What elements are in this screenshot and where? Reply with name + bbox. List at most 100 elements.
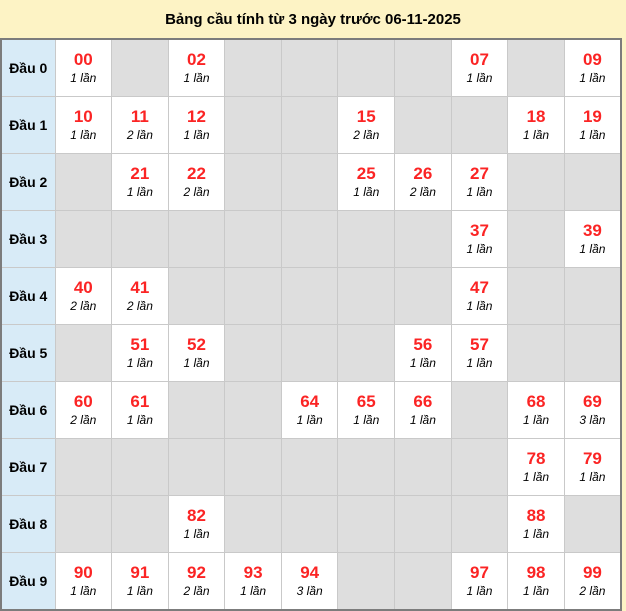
number-cell: 64 1 lần [280, 381, 339, 439]
number-count: 1 lần [466, 185, 493, 200]
number-value: 26 [413, 164, 433, 184]
number-value: 41 [130, 278, 150, 298]
number-count: 2 lần [353, 128, 380, 143]
page-title: Bảng cầu tính từ 3 ngày trước 06-11-2025 [165, 10, 461, 28]
number-count: 1 lần [466, 71, 493, 86]
number-count: 1 lần [70, 128, 97, 143]
number-count: 1 lần [183, 527, 210, 542]
number-cell: 12 1 lần [167, 96, 226, 154]
number-count: 1 lần [126, 356, 153, 371]
empty-cell [394, 267, 452, 325]
number-cell: 18 1 lần [507, 96, 565, 154]
number-value: 10 [73, 107, 93, 127]
empty-cell [224, 495, 282, 553]
number-cell: 39 1 lần [563, 210, 622, 268]
empty-cell [280, 210, 339, 268]
number-value: 94 [300, 563, 320, 583]
number-cell: 02 1 lần [167, 38, 226, 97]
number-value: 15 [356, 107, 376, 127]
number-count: 1 lần [353, 185, 380, 200]
number-cell: 98 1 lần [507, 552, 565, 611]
empty-cell [507, 210, 565, 268]
table-row: Đầu 8 82 1 lần 88 1 lần [0, 495, 622, 553]
number-count: 1 lần [523, 584, 550, 599]
number-cell: 19 1 lần [563, 96, 622, 154]
empty-cell [167, 438, 226, 496]
number-value: 12 [187, 107, 206, 127]
number-value: 25 [356, 164, 376, 184]
number-count: 2 lần [183, 185, 210, 200]
number-count: 1 lần [126, 584, 153, 599]
number-count: 1 lần [523, 470, 550, 485]
number-count: 1 lần [579, 242, 606, 257]
number-value: 51 [130, 335, 150, 355]
number-count: 2 lần [126, 299, 153, 314]
empty-cell [563, 267, 622, 325]
number-count: 1 lần [579, 71, 606, 86]
empty-cell [111, 438, 169, 496]
empty-cell [337, 267, 396, 325]
number-count: 1 lần [183, 128, 210, 143]
table-row: Đầu 2 21 1 lần 22 2 lần 25 1 lần 26 2 lần 27 1 lần [0, 153, 622, 211]
empty-cell [224, 210, 282, 268]
empty-cell [224, 381, 282, 439]
number-value: 40 [73, 278, 93, 298]
number-count: 2 lần [70, 299, 97, 314]
empty-cell [280, 38, 339, 97]
number-value: 92 [187, 563, 206, 583]
table-row: Đầu 9 90 1 lần 91 1 lần 92 2 lần 93 1 lần 94 3 lần… [0, 552, 622, 611]
number-value: 82 [187, 506, 206, 526]
number-cell: 26 2 lần [394, 153, 452, 211]
number-value: 99 [582, 563, 602, 583]
number-value: 69 [582, 392, 602, 412]
number-cell: 51 1 lần [111, 324, 169, 382]
row-header: Đầu 3 [0, 210, 56, 268]
number-value: 79 [582, 449, 602, 469]
number-count: 1 lần [183, 71, 210, 86]
number-cell: 69 3 lần [563, 381, 622, 439]
empty-cell [280, 267, 339, 325]
empty-cell [54, 324, 113, 382]
number-value: 37 [469, 221, 489, 241]
number-value: 02 [187, 50, 206, 70]
number-cell: 10 1 lần [54, 96, 113, 154]
empty-cell [563, 495, 622, 553]
bridge-stats-table: Đầu 0 00 1 lần 02 1 lần 07 1 lần 09 1 lần Đầu 1 10… [0, 38, 622, 611]
empty-cell [280, 438, 339, 496]
bridge-stats-table-body: Đầu 0 00 1 lần 02 1 lần 07 1 lần 09 1 lần Đầu 1 10… [0, 38, 622, 611]
number-cell: 65 1 lần [337, 381, 396, 439]
table-row: Đầu 5 51 1 lần 52 1 lần 56 1 lần 57 1 lần [0, 324, 622, 382]
number-count: 1 lần [466, 584, 493, 599]
number-value: 64 [300, 392, 320, 412]
row-header: Đầu 6 [0, 381, 56, 439]
number-count: 1 lần [409, 413, 436, 428]
number-count: 3 lần [579, 413, 606, 428]
empty-cell [224, 38, 282, 97]
number-count: 1 lần [579, 470, 606, 485]
number-value: 19 [582, 107, 602, 127]
number-cell: 56 1 lần [394, 324, 452, 382]
number-count: 2 lần [126, 128, 153, 143]
row-header: Đầu 8 [0, 495, 56, 553]
empty-cell [54, 438, 113, 496]
number-count: 1 lần [296, 413, 323, 428]
table-row: Đầu 1 10 1 lần 11 2 lần 12 1 lần 15 2 lần 18 1 lần… [0, 96, 622, 154]
empty-cell [450, 381, 509, 439]
empty-cell [111, 495, 169, 553]
number-cell: 09 1 lần [563, 38, 622, 97]
empty-cell [450, 438, 509, 496]
number-value: 88 [526, 506, 546, 526]
empty-cell [167, 381, 226, 439]
number-cell: 78 1 lần [507, 438, 565, 496]
empty-cell [337, 495, 396, 553]
number-cell: 27 1 lần [450, 153, 509, 211]
number-count: 3 lần [296, 584, 323, 599]
number-value: 57 [469, 335, 489, 355]
number-value: 65 [356, 392, 376, 412]
empty-cell [224, 324, 282, 382]
empty-cell [337, 438, 396, 496]
table-row: Đầu 3 37 1 lần 39 1 lần [0, 210, 622, 268]
number-count: 2 lần [183, 584, 210, 599]
number-cell: 99 2 lần [563, 552, 622, 611]
number-cell: 97 1 lần [450, 552, 509, 611]
